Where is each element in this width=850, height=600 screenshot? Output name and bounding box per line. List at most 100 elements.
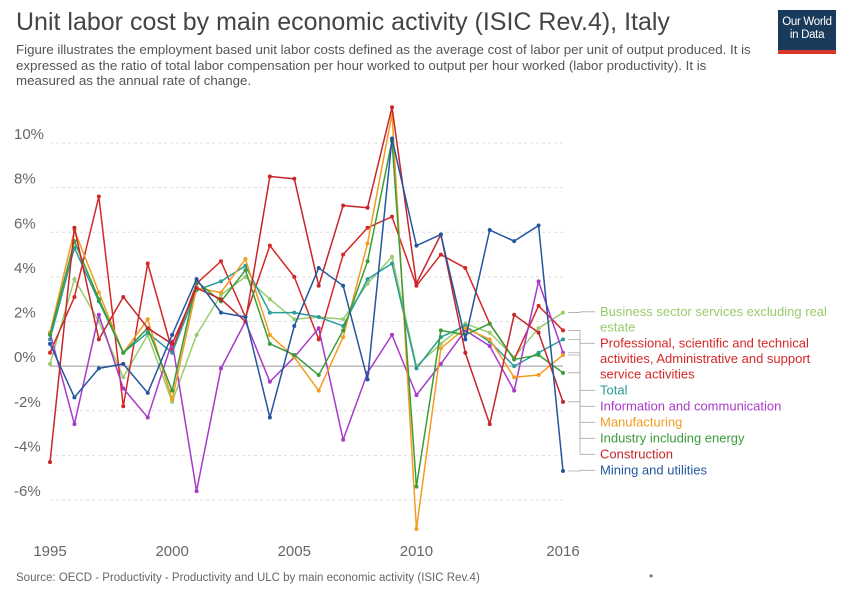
series-line: [49, 256, 564, 403]
data-point: [512, 239, 517, 244]
data-point: [267, 379, 272, 384]
legend-label-line: activities, Administrative and support: [600, 351, 811, 366]
data-point: [96, 194, 101, 199]
data-point: [267, 310, 272, 315]
data-point: [390, 105, 394, 110]
data-point: [463, 326, 468, 331]
data-point: [170, 332, 175, 337]
data-point: [72, 395, 77, 400]
data-point: [48, 361, 52, 366]
data-point: [267, 341, 272, 346]
legend-label-line: Information and communication: [600, 398, 781, 413]
data-point: [561, 328, 565, 333]
data-point: [145, 390, 150, 395]
source-note: Source: OECD - Productivity - Productivi…: [16, 572, 480, 584]
data-point: [96, 312, 101, 317]
data-point: [316, 337, 321, 342]
legend-label-line: Business sector services excluding real: [600, 304, 827, 319]
x-tick-label: 2000: [155, 543, 188, 560]
footer-dot: •: [649, 569, 654, 583]
data-point: [561, 370, 565, 375]
data-point: [243, 268, 248, 273]
data-point: [390, 214, 394, 219]
data-point: [48, 332, 52, 337]
data-point: [219, 310, 223, 315]
data-point: [341, 283, 346, 288]
y-tick-label: 8%: [14, 171, 36, 188]
data-point: [438, 361, 443, 366]
data-point: [194, 277, 199, 282]
y-tick-label: 2%: [14, 305, 36, 322]
data-point: [292, 323, 297, 328]
y-tick-label: -2%: [14, 394, 41, 411]
data-point: [561, 310, 565, 315]
data-point: [267, 332, 272, 337]
y-tick-label: 0%: [14, 349, 36, 366]
data-point: [292, 274, 297, 279]
series-group: [48, 254, 565, 404]
data-point: [72, 277, 77, 282]
data-point: [316, 388, 321, 393]
data-point: [463, 350, 468, 355]
x-tick-label: 2005: [278, 543, 311, 560]
data-point: [536, 373, 541, 378]
data-point: [438, 252, 443, 257]
data-point: [219, 279, 223, 284]
data-point: [96, 297, 101, 302]
data-point: [48, 350, 52, 355]
legend-label-line: Professional, scientific and technical: [600, 335, 809, 350]
legend-label-line: Manufacturing: [600, 414, 682, 429]
data-point: [316, 373, 321, 378]
data-point: [390, 332, 394, 337]
data-point: [365, 259, 370, 264]
data-point: [267, 415, 272, 420]
data-point: [536, 352, 541, 357]
legend-label: Mining and utilities: [600, 462, 707, 477]
data-point: [292, 317, 297, 322]
series-line: [49, 280, 564, 492]
data-point: [365, 377, 370, 382]
data-point: [487, 228, 492, 233]
data-point: [96, 337, 101, 342]
y-tick-label: 6%: [14, 215, 36, 232]
data-point: [487, 422, 492, 427]
data-point: [243, 315, 248, 320]
data-point: [243, 274, 248, 279]
data-point: [72, 422, 77, 427]
data-point: [145, 317, 150, 322]
x-tick-label: 1995: [33, 543, 66, 560]
data-point: [463, 265, 468, 270]
data-point: [96, 366, 101, 371]
data-point: [316, 326, 321, 331]
data-point: [96, 290, 101, 295]
data-point: [194, 332, 199, 337]
series-group: [48, 136, 565, 473]
data-point: [414, 243, 419, 248]
data-point: [438, 232, 443, 237]
data-point: [292, 176, 297, 181]
data-point: [365, 277, 370, 282]
series-group: [48, 138, 565, 489]
data-point: [561, 399, 565, 404]
data-point: [267, 174, 272, 179]
data-point: [145, 415, 150, 420]
data-point: [194, 286, 199, 291]
legend-label-line: service activities: [600, 366, 695, 381]
data-point: [536, 223, 541, 228]
data-point: [170, 388, 175, 393]
data-point: [48, 341, 52, 346]
data-point: [487, 337, 492, 342]
data-point: [292, 310, 297, 315]
data-point: [365, 241, 370, 246]
legend-label: Industry including energy: [600, 430, 745, 445]
y-tick-label: 4%: [14, 260, 36, 277]
data-point: [341, 437, 346, 442]
data-point: [121, 375, 126, 380]
data-point: [414, 366, 419, 371]
data-point: [48, 460, 52, 465]
series-line: [49, 140, 564, 488]
legend-label: Business sector services excluding real e…: [600, 304, 827, 335]
data-point: [267, 297, 272, 302]
legend-label-line: Mining and utilities: [600, 462, 707, 477]
owid-logo[interactable]: Our World in Data: [778, 10, 836, 54]
